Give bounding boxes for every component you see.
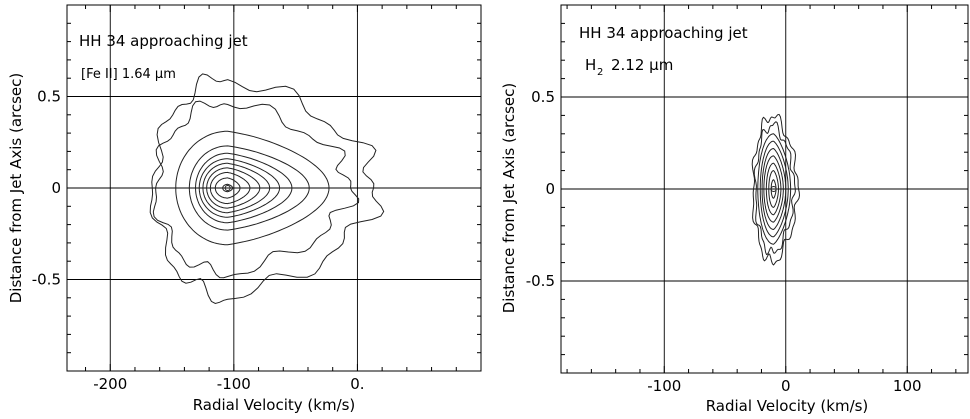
contour-level (194, 152, 293, 224)
y-axis-label: Distance from Jet Axis (arcsec) (500, 83, 518, 314)
contour-level (175, 130, 330, 246)
x-axis-label: Radial Velocity (km/s) (193, 396, 356, 414)
contour-level (753, 121, 796, 256)
minor-ticks (67, 4, 482, 372)
y-tick-label: 0 (51, 179, 61, 197)
y-tick-label: -0.5 (526, 272, 555, 290)
contour-level (214, 177, 241, 199)
tick-labels: -200 -100 0. 0.5 0 -0.5 (32, 88, 365, 394)
x-tick-label: -100 (647, 377, 681, 395)
x-axis-label: Radial Velocity (km/s) (706, 397, 869, 415)
contour-level (152, 100, 360, 279)
line-label: [Fe II] 1.64 μm (81, 67, 176, 82)
line-label-main: H (585, 56, 596, 74)
line-label-sub: 2 (597, 67, 603, 78)
x-tick-label: -200 (93, 375, 127, 393)
chart-title: HH 34 approaching jet (79, 32, 248, 50)
contour-level (188, 145, 310, 231)
peak-marker (224, 185, 231, 191)
y-axis-label: Distance from Jet Axis (arcsec) (7, 73, 25, 304)
line-label-rest: 2.12 μm (611, 56, 673, 74)
contours (751, 113, 801, 266)
contour-level (222, 183, 234, 193)
x-tick-label: 0. (350, 375, 364, 393)
y-tick-label: 0.5 (37, 88, 61, 106)
contour-level (751, 113, 801, 266)
y-tick-label: -0.5 (32, 271, 61, 289)
y-tick-label: 0 (545, 180, 555, 198)
contour-level (763, 155, 784, 223)
contours (149, 73, 385, 305)
tick-labels: -100 0 100 0.5 0 -0.5 (526, 88, 922, 395)
chart-title: HH 34 approaching jet (579, 24, 748, 42)
contour-level (209, 171, 251, 205)
contour-level (149, 73, 385, 305)
y-tick-label: 0.5 (531, 88, 555, 106)
contour-level (768, 170, 779, 208)
panel-fe-ii: -200 -100 0. 0.5 0 -0.5 HH 34 approaching jet… (7, 4, 482, 414)
contour-level (202, 162, 271, 214)
minor-ticks (561, 4, 968, 374)
grid (561, 5, 968, 373)
x-tick-label: -100 (217, 375, 251, 393)
contour-level (765, 162, 782, 216)
contour-level (759, 140, 789, 238)
contour-level (761, 147, 787, 231)
x-tick-label: 100 (893, 377, 922, 395)
line-label: H 2 2.12 μm (585, 56, 673, 78)
contour-level (198, 158, 281, 218)
contour-level (757, 133, 792, 245)
x-tick-label: 0 (781, 377, 791, 395)
panel-h2: -100 0 100 0.5 0 -0.5 HH 34 approaching jet H… (500, 4, 969, 415)
grid (67, 5, 481, 371)
contour-level (206, 167, 261, 209)
peak-marker (770, 186, 777, 192)
